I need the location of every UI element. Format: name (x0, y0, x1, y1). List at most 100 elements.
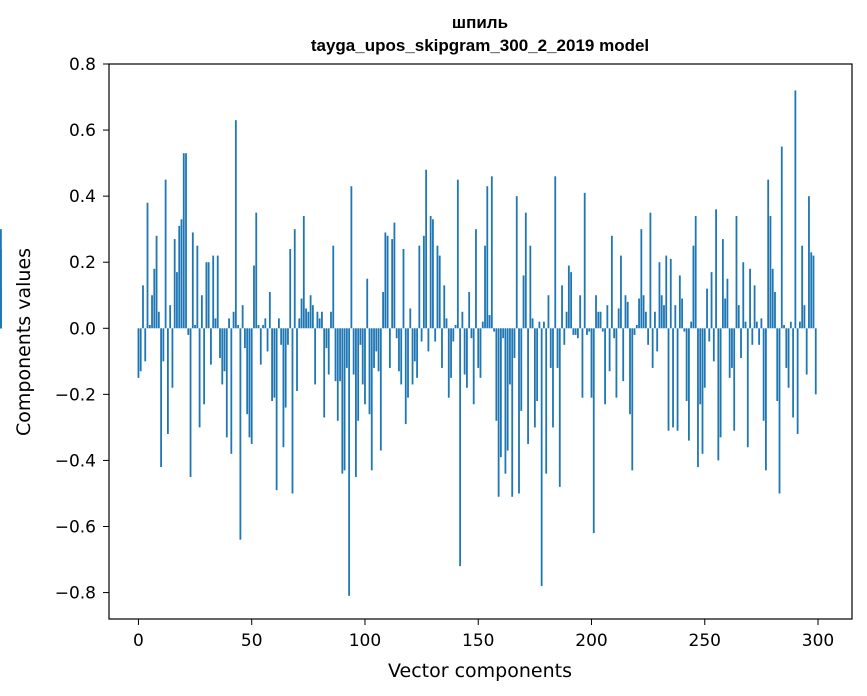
bar (139, 328, 142, 372)
bar (678, 275, 681, 329)
bar (638, 298, 640, 329)
bar (672, 328, 674, 428)
bar (323, 328, 326, 418)
bar (355, 328, 357, 477)
bar (651, 328, 654, 368)
bar (178, 225, 181, 329)
bar (359, 328, 362, 345)
bar (475, 229, 477, 329)
bar (812, 255, 815, 329)
y-tick-label: 0.0 (69, 319, 96, 339)
bar (336, 328, 339, 421)
bar (753, 285, 756, 329)
y-tick-label: 0.2 (69, 253, 96, 273)
bar (194, 324, 196, 329)
bar (348, 328, 351, 596)
bar (513, 328, 516, 359)
plot-frame (108, 63, 853, 620)
bar (432, 219, 434, 329)
bar (470, 328, 473, 339)
x-tick-label: 100 (349, 631, 381, 651)
bar (284, 328, 287, 408)
bar (543, 321, 545, 329)
bar (155, 235, 158, 329)
bar (327, 328, 330, 375)
bar (538, 321, 541, 329)
bar (311, 305, 314, 329)
bar (801, 245, 804, 329)
bar (450, 328, 452, 378)
bar (332, 245, 335, 329)
bar (366, 278, 369, 329)
bar (558, 328, 561, 487)
bar (724, 298, 727, 329)
bar (216, 255, 219, 329)
bar (219, 328, 221, 359)
bar (780, 146, 783, 329)
bar (758, 328, 761, 345)
bar (484, 245, 486, 329)
bar (221, 328, 224, 385)
bar (166, 328, 169, 434)
bar (207, 262, 210, 329)
y-tick-label: −0.2 (55, 385, 96, 405)
bar (681, 298, 684, 329)
bar (674, 305, 677, 329)
bar (479, 328, 482, 378)
bar (586, 328, 588, 335)
bar (314, 328, 317, 385)
bar (583, 192, 586, 329)
bar (422, 235, 425, 329)
bar (180, 219, 183, 329)
bar (744, 321, 747, 329)
bar (205, 262, 208, 329)
bar (200, 295, 203, 329)
bar (502, 328, 505, 339)
bar (787, 328, 790, 388)
bar (289, 249, 292, 329)
bar (321, 311, 323, 329)
bar (214, 318, 217, 329)
bar (751, 328, 754, 345)
bar (762, 328, 765, 421)
bar (343, 328, 346, 471)
bar (771, 268, 774, 329)
y-tick-label: −0.6 (55, 518, 96, 538)
bar (153, 268, 156, 329)
bar (497, 328, 500, 497)
bar (606, 305, 609, 329)
bar (563, 328, 566, 345)
bar (364, 328, 366, 405)
bar (447, 328, 450, 398)
bar (466, 328, 468, 388)
bar (461, 311, 464, 329)
bar (225, 328, 228, 438)
bar (169, 305, 172, 329)
bar (244, 328, 246, 349)
bar (699, 328, 702, 405)
bar (373, 328, 375, 368)
bar (783, 324, 785, 329)
bar (676, 328, 679, 431)
bar (477, 328, 480, 368)
bar (506, 328, 509, 451)
bar (443, 285, 446, 329)
bar (280, 328, 283, 345)
bar (549, 328, 552, 368)
bar (694, 215, 697, 329)
bar (706, 288, 708, 329)
bar (712, 328, 715, 362)
bar (257, 324, 260, 329)
bar (719, 328, 722, 438)
bar (776, 328, 779, 401)
bar (382, 291, 384, 329)
x-axis-label: Vector components (388, 660, 572, 682)
bar (157, 311, 160, 329)
bar (524, 212, 527, 329)
bar (547, 295, 550, 329)
bar (654, 311, 656, 329)
x-tick-label: 150 (462, 631, 494, 651)
bar (318, 318, 321, 329)
bar (733, 328, 736, 431)
bar (246, 328, 249, 415)
